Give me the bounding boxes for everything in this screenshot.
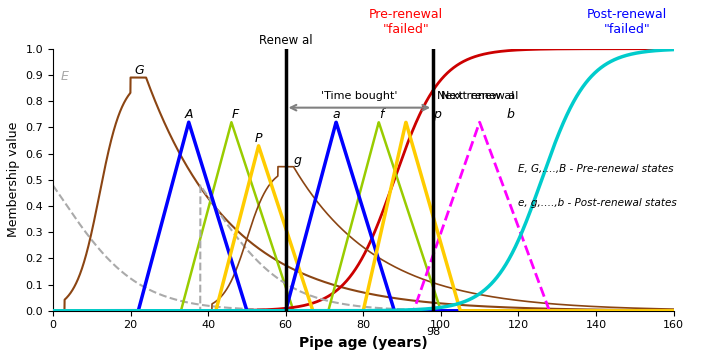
Text: Post-renewal
"failed": Post-renewal "failed": [587, 7, 667, 36]
Text: e, g,….,b - Post-renewal states: e, g,….,b - Post-renewal states: [518, 198, 677, 208]
Text: 'Time bought': 'Time bought': [321, 91, 398, 101]
Text: P: P: [254, 132, 262, 145]
Text: Pre-renewal
"failed": Pre-renewal "failed": [369, 7, 443, 36]
Text: g: g: [293, 154, 302, 167]
Text: A: A: [185, 108, 193, 121]
Text: Next renew al: Next renew al: [437, 91, 515, 101]
Text: E: E: [60, 70, 69, 83]
Text: F: F: [231, 108, 238, 121]
Text: E, G,….,B - Pre-renewal states: E, G,….,B - Pre-renewal states: [518, 164, 674, 174]
Text: 98: 98: [426, 327, 440, 337]
Text: f: f: [379, 108, 383, 121]
Y-axis label: Membership value: Membership value: [7, 122, 20, 237]
Text: p: p: [433, 108, 441, 121]
Text: a: a: [333, 108, 340, 121]
Text: Renew al: Renew al: [259, 34, 313, 47]
Text: b: b: [507, 108, 515, 121]
Text: Next renew al: Next renew al: [441, 91, 518, 101]
Text: G: G: [134, 64, 144, 77]
X-axis label: Pipe age (years): Pipe age (years): [299, 336, 427, 350]
